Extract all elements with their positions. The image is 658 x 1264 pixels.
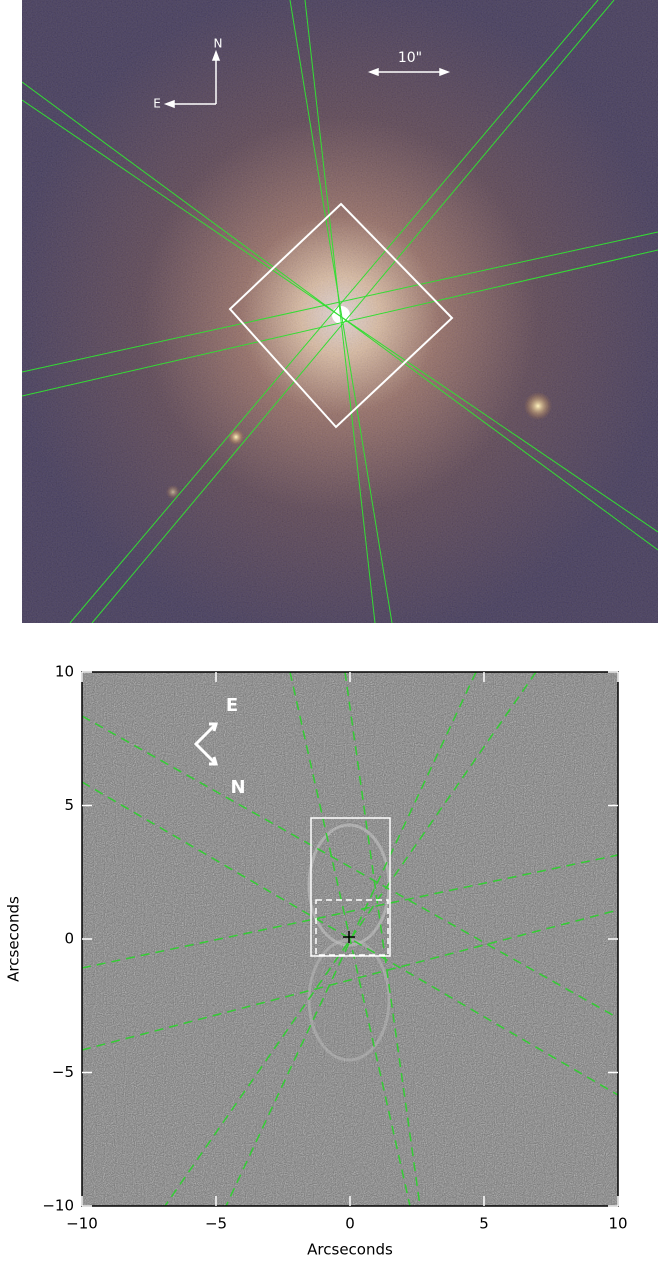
x-tick-label: 5 [479, 1215, 489, 1233]
north-label: N [214, 37, 223, 51]
y-tick-label: 10 [55, 663, 74, 681]
east-label: E [226, 695, 238, 716]
y-axis-label: Arcseconds [5, 896, 23, 982]
x-tick-label: −10 [66, 1215, 98, 1233]
y-tick-label: −10 [42, 1197, 74, 1215]
galaxy-image: N E 10" [22, 0, 658, 623]
x-tick-label: 0 [345, 1215, 355, 1233]
scale-bar-label: 10" [398, 50, 422, 66]
y-tick-label: 5 [64, 796, 74, 814]
y-tick-label: −5 [52, 1063, 74, 1081]
north-label: N [230, 777, 245, 798]
residual-image: E N [82, 672, 618, 1206]
x-tick-label: −5 [205, 1215, 227, 1233]
y-tick-label: 0 [64, 930, 74, 948]
east-label: E [153, 97, 161, 111]
x-axis-label: Arcseconds [307, 1241, 393, 1259]
x-tick-label: 10 [608, 1215, 627, 1233]
